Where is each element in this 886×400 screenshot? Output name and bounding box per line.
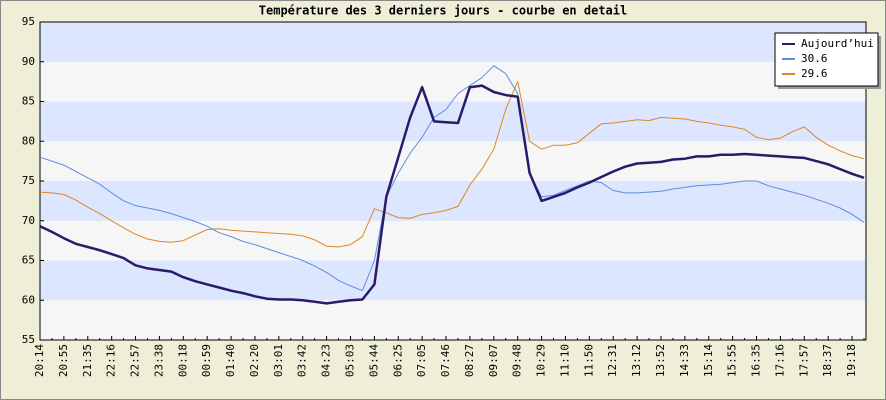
- series-line: [39, 84, 865, 305]
- x-tick-label: 11:50: [582, 344, 595, 377]
- x-tick-label: 15:55: [726, 344, 739, 377]
- x-tick-label: 08:27: [463, 344, 476, 377]
- x-tick-label: 05:44: [367, 344, 380, 377]
- band: [40, 61, 866, 102]
- y-tick-label: 75: [22, 174, 35, 187]
- band: [40, 181, 866, 221]
- x-tick-label: 11:10: [558, 344, 571, 377]
- y-tick-label: 65: [22, 254, 35, 267]
- x-tick-label: 14:33: [678, 344, 691, 377]
- band: [40, 220, 866, 261]
- series-line: [39, 81, 865, 248]
- x-tick-label: 00:59: [200, 344, 213, 377]
- x-tick-label: 00:18: [176, 344, 189, 377]
- x-tick-label: 02:20: [248, 344, 261, 377]
- x-tick-label: 20:55: [57, 344, 70, 377]
- legend-label: 30.6: [801, 52, 828, 65]
- band: [40, 260, 866, 301]
- x-tick-label: 19:18: [845, 344, 858, 377]
- band: [40, 101, 866, 142]
- x-tick-label: 17:16: [773, 344, 786, 377]
- x-tick-label: 07:46: [439, 344, 452, 377]
- x-tick-label: 09:07: [487, 344, 500, 377]
- x-tick-label: 20:14: [33, 344, 46, 377]
- x-tick-label: 22:16: [105, 344, 118, 377]
- x-tick-label: 03:42: [296, 344, 309, 377]
- x-tick-label: 22:57: [129, 344, 142, 377]
- x-tick-label: 06:25: [391, 344, 404, 377]
- x-tick-label: 17:57: [797, 344, 810, 377]
- x-tick-label: 16:35: [750, 344, 763, 377]
- chart-title: Température des 3 derniers jours - courb…: [259, 4, 627, 18]
- x-tick-label: 15:14: [702, 344, 715, 377]
- x-tick-label: 13:12: [630, 344, 643, 377]
- series-line: [39, 65, 865, 292]
- x-tick-label: 03:01: [272, 344, 285, 377]
- x-tick-label: 09:48: [511, 344, 524, 377]
- x-tick-label: 18:37: [821, 344, 834, 377]
- x-tick-label: 07:05: [415, 344, 428, 377]
- band: [40, 141, 866, 181]
- x-tick-label: 01:40: [224, 344, 237, 377]
- y-tick-label: 55: [22, 333, 35, 346]
- y-tick-label: 85: [22, 95, 35, 108]
- x-tick-label: 12:31: [606, 344, 619, 377]
- legend-label: 29.6: [801, 67, 828, 80]
- legend-label: Aujourd’hui: [801, 37, 874, 50]
- band: [40, 22, 866, 62]
- x-tick-label: 04:23: [320, 344, 333, 377]
- x-tick-label: 10:29: [535, 344, 548, 377]
- y-tick-label: 90: [22, 55, 35, 68]
- y-tick-label: 70: [22, 214, 35, 227]
- x-tick-label: 21:35: [81, 344, 94, 377]
- x-tick-label: 23:38: [152, 344, 165, 377]
- x-tick-label: 05:03: [343, 344, 356, 377]
- y-tick-label: 80: [22, 134, 35, 147]
- x-tick-label: 13:52: [654, 344, 667, 377]
- y-tick-label: 60: [22, 293, 35, 306]
- band: [40, 300, 866, 340]
- y-tick-label: 95: [22, 15, 35, 28]
